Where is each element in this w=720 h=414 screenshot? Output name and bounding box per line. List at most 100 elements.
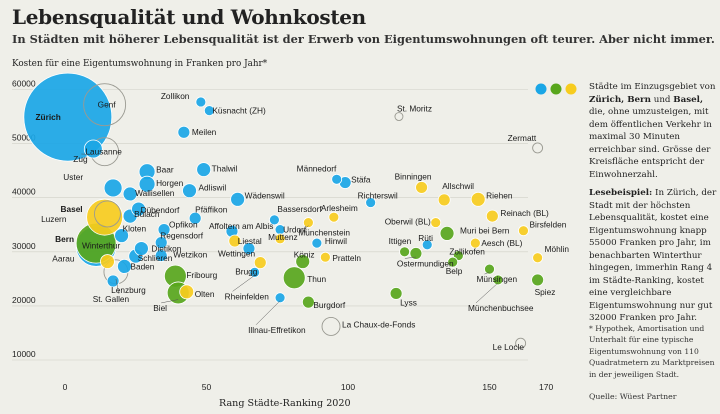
city-label: Thun — [307, 274, 326, 284]
city-label: Bern — [55, 234, 74, 244]
leader-line — [475, 282, 499, 304]
city-bubble: Zollikon — [195, 96, 207, 108]
city-label: Affoltern am Albis — [209, 221, 273, 231]
city-label: Horgen — [156, 178, 184, 188]
city-bubble: Zürich — [23, 72, 113, 162]
city-bubble: Olten — [179, 284, 195, 300]
reading-example-text: In Zürich, der Stadt mit der höchsten Le… — [589, 188, 717, 323]
scatter-chart: 10000 20000 30000 40000 50000 60000 0 50 100 150 1… — [12, 72, 569, 393]
city-bubble: Wettingen — [242, 242, 256, 255]
city-bubble: Burgdorf — [301, 295, 315, 309]
city-label: Olten — [195, 289, 215, 299]
city-bubble: Münchenstein — [302, 217, 314, 228]
city-label: Münchenbuchsee — [468, 303, 534, 313]
city-label: Richterswil — [358, 191, 398, 201]
x-tick-label: 50 — [202, 382, 212, 392]
city-label: Münchenstein — [298, 228, 350, 238]
city-label: Thalwil — [212, 164, 238, 174]
legend-description: Städte im Einzugsgebiet von Zürich, Bern… — [589, 81, 717, 181]
city-bubble: Reinach (BL) — [485, 209, 499, 223]
city-label: Zug — [73, 154, 88, 164]
city-label: Zollikon — [161, 91, 190, 101]
city-bubble: Dietikon — [134, 241, 149, 256]
leader-line — [115, 278, 120, 294]
leader-line — [255, 300, 281, 325]
city-bubble: Bassersdorf — [269, 214, 280, 226]
tick-labels: 10000 20000 30000 40000 50000 60000 0 50 100 150 1… — [12, 79, 553, 393]
city-bubble: Rüti — [421, 239, 433, 251]
leader-line — [232, 275, 255, 292]
y-tick-label: 10000 — [12, 349, 36, 359]
city-bubble: Brugg — [253, 256, 267, 270]
city-label: Bassersdorf — [277, 204, 322, 214]
city-bubble: Wetzikon — [154, 249, 168, 262]
city-label: Le Locle — [493, 342, 525, 352]
city-bubble: Möhlin — [532, 252, 544, 264]
city-bubble: Hinwil — [311, 237, 323, 249]
city-label: Ittigen — [389, 236, 412, 246]
city-bubble: Dübendorf — [131, 201, 146, 217]
city-bubble: Richterswil — [365, 197, 377, 208]
city-labels: ZürichGenfZugLausanneBaselLuzernUsterWin… — [35, 91, 569, 352]
city-bubble: Münsingen — [484, 263, 495, 275]
city-label: Rüti — [418, 233, 433, 243]
city-bubble: La Chaux-de-Fonds — [321, 317, 341, 336]
city-bubble: Uster — [103, 178, 123, 198]
city-label: Liestal — [238, 236, 262, 246]
city-bubble: Pfäffikon — [188, 211, 202, 225]
city-label: Baden — [130, 261, 154, 271]
city-label: Dübendorf — [141, 205, 180, 215]
legend — [535, 83, 577, 95]
reading-example-heading: Lesebeispiel: — [589, 188, 653, 198]
city-label: St. Gallen — [93, 294, 130, 304]
leader-line — [306, 225, 309, 228]
city-bubble: Muttenz — [274, 233, 286, 245]
city-bubble: Ittigen — [399, 246, 411, 258]
leader-lines — [81, 153, 499, 325]
city-label: Binningen — [395, 171, 432, 181]
leader-line — [484, 271, 490, 275]
city-bubble: Binningen — [415, 181, 428, 194]
city-label: La Chaux-de-Fonds — [342, 319, 415, 329]
city-label: Lenzburg — [111, 285, 146, 295]
city-label: Basel — [60, 204, 82, 214]
leader-line — [161, 299, 179, 304]
city-label: Spiez — [535, 287, 556, 297]
city-bubble: Riehen — [470, 191, 486, 207]
city-label: Arlesheim — [321, 203, 358, 213]
city-label: Hinwil — [325, 236, 347, 246]
city-bubble: Spiez — [531, 273, 545, 287]
leader-line — [404, 256, 416, 259]
city-label: Pfäffikon — [195, 204, 228, 214]
city-bubble: Arlesheim — [328, 211, 340, 223]
city-label: Oberwil (BL) — [385, 217, 431, 227]
city-label: Wetzikon — [173, 250, 207, 260]
city-bubble: Aarau — [100, 254, 115, 269]
city-label: Fribourg — [186, 270, 217, 280]
city-bubble: Thalwil — [196, 162, 212, 177]
city-label: Wädenswil — [245, 190, 285, 200]
city-label: Männedorf — [297, 163, 337, 173]
reading-example: Lesebeispiel: In Zürich, der Stadt mit d… — [589, 187, 717, 325]
legend-dot-zurich — [535, 83, 547, 95]
y-axis-label: Kosten für eine Eigentumswohnung in Fran… — [12, 59, 268, 69]
city-bubble: Zug — [83, 139, 103, 159]
city-label: Opfikon — [169, 220, 198, 230]
city-bubble: Birsfelden — [518, 225, 529, 237]
legend-dot-basel — [565, 83, 577, 95]
legend-text: Städte im Einzugsgebiet von Zürich, Bern… — [589, 81, 717, 331]
x-tick-label: 100 — [341, 382, 355, 392]
city-label: Rheinfelden — [225, 291, 270, 301]
city-label: Baar — [156, 165, 174, 175]
legend-text-part: und — [650, 94, 674, 105]
x-axis-label: Rang Städte-Ranking 2020 — [219, 398, 351, 409]
city-label: Illnau-Effretikon — [248, 325, 306, 335]
city-bubble: Thun — [282, 266, 306, 290]
city-bubble: Oberwil (BL) — [430, 217, 442, 228]
city-label: Adliswil — [199, 183, 227, 193]
y-tick-label: 40000 — [12, 187, 36, 197]
city-label: Riehen — [486, 190, 513, 200]
city-bubble: Illnau-Effretikon — [274, 292, 286, 304]
y-tick-label: 20000 — [12, 295, 36, 305]
city-label: Zermatt — [508, 133, 537, 143]
